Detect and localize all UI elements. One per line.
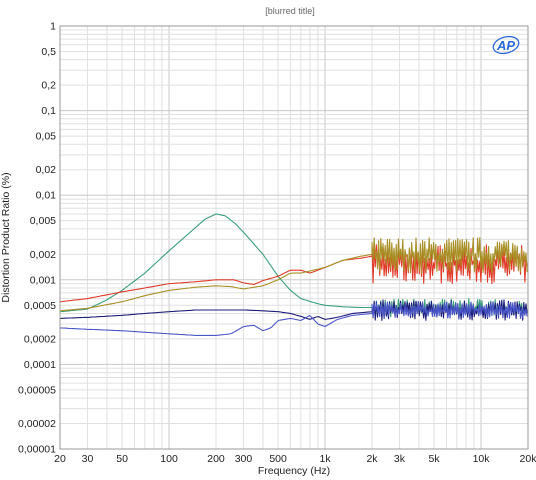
- y-tick-label: 0,0005: [24, 300, 56, 312]
- y-tick-label: 0,001: [30, 274, 56, 286]
- series-line-5: [59, 301, 528, 336]
- x-tick-label: 20k: [520, 453, 536, 465]
- chart-title: [blurred title]: [265, 6, 315, 16]
- x-tick-label: 3k: [394, 453, 406, 465]
- y-tick-label: 1: [50, 21, 56, 33]
- x-tick-label: 300: [235, 453, 253, 465]
- ap-logo-icon: AP: [492, 35, 520, 55]
- x-tick-label: 50: [116, 453, 128, 465]
- y-tick-label: 0,0002: [24, 333, 56, 345]
- y-tick-label: 0,00002: [18, 418, 56, 430]
- grid: [60, 26, 528, 449]
- y-tick-labels: 1 0,5 0,2 0,1 0,05 0,02 0,01 0,005 0,002 0,001 0,0…: [18, 21, 56, 456]
- x-tick-label: 5k: [429, 453, 441, 465]
- x-tick-label: 200: [207, 453, 225, 465]
- x-tick-label: 10k: [473, 453, 491, 465]
- x-tick-label: 1k: [319, 453, 331, 465]
- x-tick-label: 2k: [366, 453, 378, 465]
- ap-logo-text: AP: [496, 38, 515, 53]
- y-tick-label: 0,0001: [24, 359, 56, 371]
- x-tick-labels: 20 30 50 100 200 300 500 1k 2k 3k 5k 10k 20k: [54, 453, 536, 465]
- y-axis-title: Distortion Product Ratio (%): [0, 172, 12, 302]
- series-line-3: [59, 237, 528, 312]
- y-tick-label: 0,01: [36, 190, 57, 202]
- y-tick-label: 0,00001: [18, 444, 56, 456]
- y-tick-label: 0,02: [36, 164, 57, 176]
- x-axis-title: Frequency (Hz): [258, 465, 330, 477]
- y-tick-label: 0,005: [30, 215, 56, 227]
- x-tick-label: 30: [82, 453, 94, 465]
- y-tick-label: 0,5: [41, 46, 56, 58]
- y-tick-label: 0,2: [41, 80, 56, 92]
- y-tick-label: 0,1: [41, 105, 56, 117]
- series-group: [59, 213, 528, 336]
- x-tick-label: 100: [160, 453, 178, 465]
- x-tick-label: 20: [54, 453, 66, 465]
- y-tick-label: 0,05: [36, 131, 57, 143]
- plot-frame: [59, 25, 529, 450]
- y-tick-label: 0,002: [30, 249, 56, 261]
- y-tick-label: 0,00005: [18, 384, 56, 396]
- x-tick-label: 500: [269, 453, 287, 465]
